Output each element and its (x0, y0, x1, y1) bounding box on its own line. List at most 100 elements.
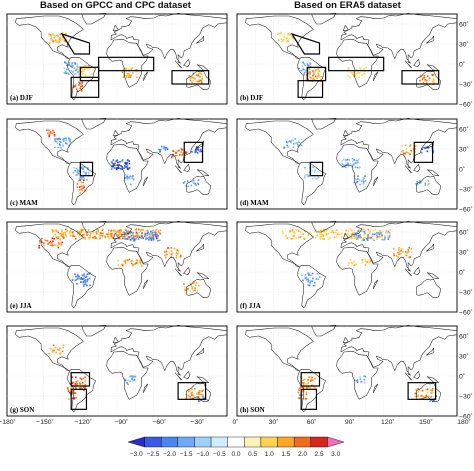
trend-cell (364, 229, 367, 232)
panel-label: (a) DJF (10, 94, 33, 102)
trend-cell (132, 72, 134, 74)
trend-cell (75, 275, 77, 278)
trend-cell (287, 146, 290, 148)
trend-cell (421, 78, 424, 81)
trend-cell (360, 236, 363, 239)
trend-cell (417, 183, 420, 186)
trend-cell (333, 236, 336, 239)
trend-cell (151, 236, 153, 239)
trend-cell (293, 234, 296, 237)
trend-cell (363, 228, 365, 231)
x-tick-label: −180˚ (0, 418, 16, 426)
trend-cell (59, 141, 62, 144)
y-tick-label: −60˚ (459, 206, 473, 214)
trend-cell (163, 145, 165, 148)
trend-cell (363, 378, 366, 381)
trend-cell (287, 35, 289, 37)
trend-cell (191, 394, 193, 396)
trend-cell (302, 279, 304, 282)
coastline (186, 71, 211, 90)
trend-cell (54, 244, 56, 246)
trend-cell (304, 397, 307, 400)
trend-cell (307, 280, 310, 283)
trend-cell (78, 387, 81, 389)
trend-cell (78, 81, 80, 83)
y-tick-label: 0˚ (459, 269, 465, 277)
trend-cell (118, 231, 120, 234)
trend-cell (422, 82, 425, 84)
trend-cell (414, 151, 416, 153)
trend-cell (309, 63, 311, 65)
trend-cell (131, 67, 133, 69)
trend-cell (171, 156, 173, 158)
trend-cell (298, 141, 300, 143)
trend-cell (84, 283, 87, 285)
trend-cell (138, 235, 140, 237)
trend-cell (192, 72, 195, 75)
trend-cell (77, 65, 80, 67)
trend-cell (302, 382, 304, 384)
trend-cell (61, 229, 63, 232)
trend-cell (148, 236, 151, 238)
trend-cell (84, 281, 86, 284)
trend-cell (294, 142, 296, 145)
colorbar-tick-label: −2.0 (163, 451, 176, 458)
trend-cell (322, 233, 324, 236)
trend-cell (310, 380, 312, 382)
trend-cell (81, 65, 84, 67)
trend-cell (127, 76, 130, 79)
trend-cell (425, 146, 428, 149)
trend-cell (86, 233, 89, 235)
trend-cell (197, 397, 199, 399)
coastlines (245, 221, 458, 309)
trend-cell (51, 33, 54, 35)
trend-cell (79, 383, 81, 385)
region-box (177, 382, 207, 400)
coastline (426, 35, 435, 44)
trend-cell (61, 144, 64, 147)
panel-label: (c) MAM (10, 199, 38, 207)
trend-cell (366, 238, 368, 241)
trend-cell (307, 386, 309, 389)
trend-cell (76, 90, 79, 92)
trend-cell (298, 230, 300, 232)
colorbar-tick-label: 1.5 (281, 451, 290, 458)
trend-cell (400, 248, 403, 250)
trend-cell (415, 389, 418, 391)
trend-cell (357, 234, 360, 237)
region-box (290, 32, 321, 55)
trend-cell (117, 161, 119, 164)
trend-cell (349, 259, 352, 261)
trend-cell (345, 229, 347, 232)
trend-cell (308, 280, 311, 282)
trend-cell (309, 232, 312, 234)
trend-cell (301, 391, 304, 393)
trend-cell (364, 180, 367, 182)
trend-cell (307, 68, 309, 70)
trend-cell (351, 237, 353, 239)
trend-cell (361, 239, 364, 242)
trend-cell (111, 161, 113, 163)
trend-cell (74, 62, 76, 64)
trend-cell (89, 233, 92, 235)
trend-cell (342, 158, 345, 161)
coastline (343, 130, 349, 136)
trend-cell (286, 144, 288, 147)
trend-cell (311, 177, 314, 180)
trend-cell (301, 274, 303, 277)
trend-cell (427, 183, 430, 185)
trend-cell (148, 237, 151, 240)
trend-cell (423, 396, 426, 398)
trend-cell (191, 397, 194, 399)
trend-cell (295, 237, 297, 239)
trend-cell (126, 164, 129, 166)
trend-cell (119, 238, 121, 240)
trend-cell (197, 290, 199, 292)
coastline (67, 369, 96, 413)
trend-cell (307, 236, 309, 238)
trend-cell (69, 65, 72, 68)
trend-cell (83, 177, 85, 180)
trend-cell (66, 72, 68, 75)
trend-cell (433, 79, 435, 82)
trend-cell (74, 279, 76, 282)
